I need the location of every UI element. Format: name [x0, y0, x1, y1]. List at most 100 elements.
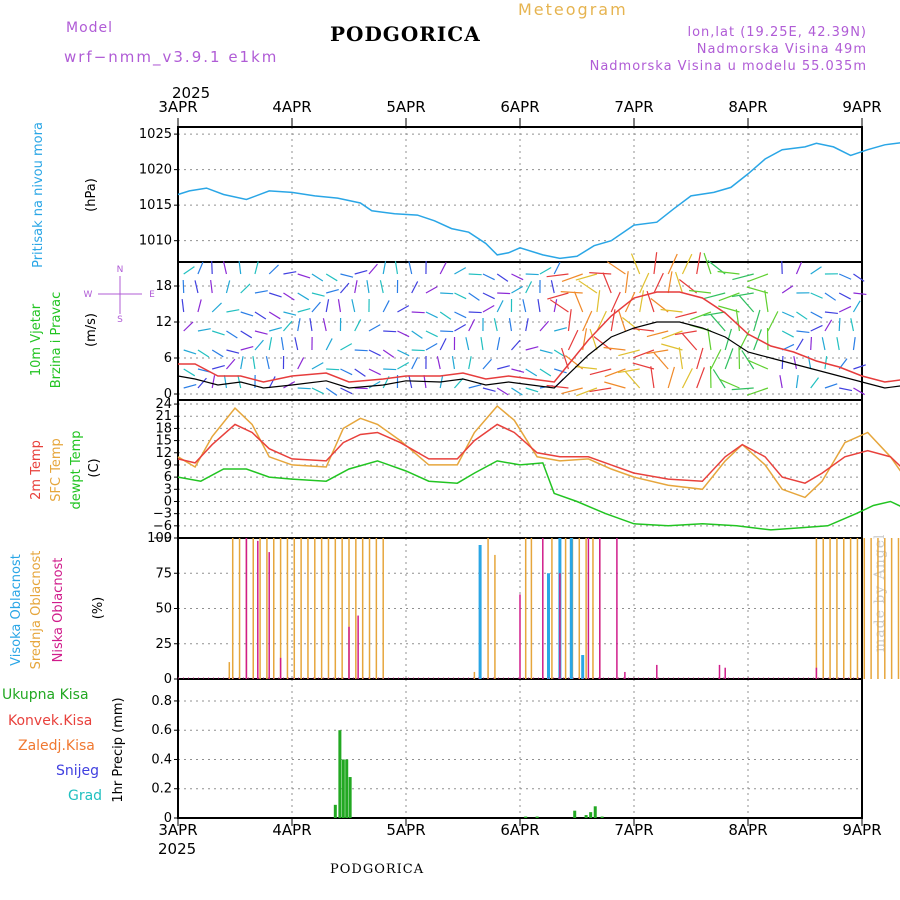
wind-arrow [482, 305, 495, 313]
y-tick-label: 0 [164, 494, 172, 509]
x-tick-label-bottom: 5APR [386, 821, 425, 839]
wind-arrow [660, 308, 683, 313]
wind-arrow [254, 339, 264, 351]
wind-arrow [454, 377, 464, 389]
wind-arrow [368, 368, 381, 376]
wind-arrow [553, 299, 558, 313]
wind-arrow [337, 299, 342, 313]
wind-arrow [710, 349, 722, 370]
wind-arrow [379, 280, 384, 294]
wind-arrow [311, 387, 324, 395]
wind-arrow [718, 305, 740, 313]
wind-arrow [508, 318, 513, 332]
wind-arrow [578, 280, 598, 294]
low-cloud-axis-label: Niska Oblacnost [51, 558, 66, 663]
wind-arrow [212, 330, 225, 336]
wind-arrow [653, 352, 669, 370]
wind-arrow [351, 299, 356, 313]
wind-arrow [197, 349, 210, 358]
wind-arrow [731, 292, 754, 298]
wind-arrow [439, 262, 447, 275]
y-tick-label: 1015 [139, 198, 172, 213]
wind-arrow [340, 273, 354, 278]
wind-arrow [411, 349, 425, 352]
wind-arrow [852, 337, 856, 351]
wind-arrow [606, 261, 626, 275]
wind-arrow [294, 337, 299, 351]
wind-arrow [183, 349, 197, 355]
wind-arrow [596, 290, 601, 313]
wind-arrow [240, 346, 254, 351]
dewpt-line [177, 460, 900, 531]
wind-arrow [602, 272, 612, 294]
wind-arrow [632, 327, 655, 332]
wind-arrow [269, 327, 282, 332]
wind-arrow [746, 286, 769, 294]
wind-arrow [240, 330, 253, 339]
wind-arrow [254, 330, 268, 335]
wind-arrow [674, 330, 697, 336]
wind-arrow [781, 311, 795, 318]
x-tick-label-top: 3APR [158, 98, 197, 116]
y-tick-label: 12 [155, 446, 172, 461]
wind-arrow [454, 267, 467, 275]
wind-arrow [549, 299, 569, 313]
wind-arrow [183, 266, 195, 275]
wind-arrow [525, 368, 538, 377]
x-tick-label-top: 9APR [842, 98, 881, 116]
y-tick-label: 3 [164, 482, 172, 497]
wind-arrow [824, 356, 828, 370]
compass-n-label: N [117, 265, 124, 275]
wind-arrow [497, 292, 511, 295]
wind-arrow [496, 337, 501, 351]
wind-arrow [560, 291, 583, 294]
wind-arrow [311, 292, 325, 297]
wind-arrow [439, 338, 447, 351]
precip-bar [600, 816, 604, 818]
wind-arrow [211, 349, 224, 358]
wind-arrow [493, 318, 498, 332]
wind-arrow [824, 311, 838, 315]
wind-arrow [511, 273, 524, 281]
year-label-bottom: 2025 [158, 840, 196, 858]
wind-arrow [326, 289, 339, 294]
wind-arrow [394, 261, 399, 275]
wind-arrow [553, 262, 561, 275]
wind-arrow [575, 365, 598, 370]
wind-arrow [575, 273, 598, 281]
y-tick-label: 9 [164, 458, 172, 473]
wind-arrow [724, 348, 734, 370]
wind-arrow [741, 350, 755, 370]
wind-arrow [838, 292, 851, 300]
wind-arrow [225, 358, 236, 370]
wind-arrow [810, 266, 822, 275]
wind-arrow [226, 309, 240, 313]
wind-arrow [550, 280, 555, 294]
wind-arrow [618, 349, 640, 357]
wind-arrow [254, 290, 268, 294]
wind-arrow [681, 368, 693, 389]
y-tick-label: 1025 [139, 127, 172, 142]
wind-arrow [354, 368, 366, 377]
wind-arrow [468, 311, 482, 314]
wind-arrow [197, 328, 211, 332]
y-tick-label: 50 [155, 602, 172, 617]
wind-arrow [411, 357, 419, 370]
wind-arrow [425, 330, 438, 338]
y-tick-label: 0.8 [151, 694, 172, 709]
wind-arrow [397, 349, 410, 357]
pressure-unit-label: (hPa) [84, 178, 99, 212]
wind-arrow [703, 252, 712, 275]
wind-arrow [382, 261, 387, 275]
wind-arrow [547, 292, 569, 300]
y-tick-label: 12 [155, 315, 172, 330]
wind-arrow [265, 356, 270, 370]
wind-arrow [183, 321, 194, 332]
wind-arrow [482, 273, 495, 281]
wind-arrow [810, 377, 820, 389]
wind-arrow [795, 261, 803, 275]
wind-arrow [322, 318, 327, 332]
wind-arrow [810, 324, 823, 332]
wind-arrow [661, 343, 683, 351]
temp-unit-label: (C) [87, 458, 102, 477]
